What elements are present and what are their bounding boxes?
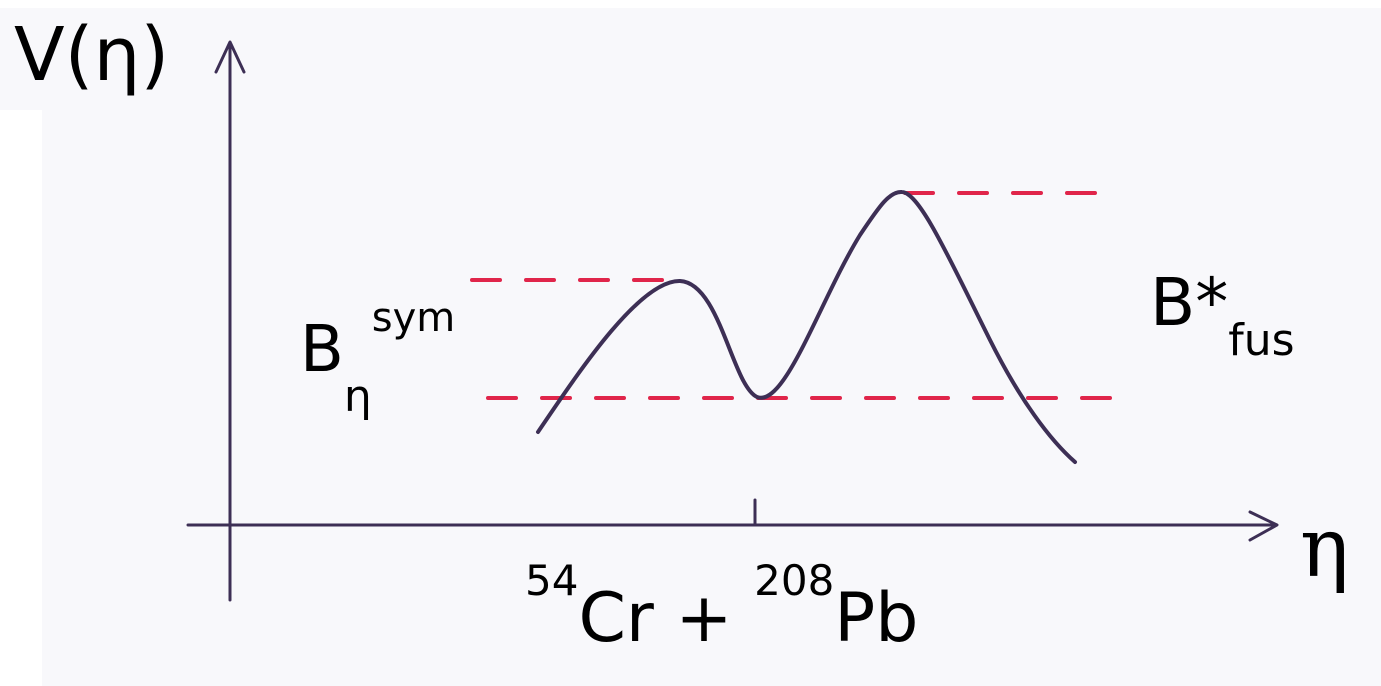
reaction-mass-2: 208 — [754, 556, 835, 606]
axes — [186, 40, 1279, 602]
potential-curve — [536, 190, 1077, 464]
blank-patch-left — [0, 110, 42, 686]
fusion-barrier-base: B* — [1150, 264, 1229, 341]
symmetric-barrier-superscript: sym — [371, 294, 456, 341]
x-axis-arrowhead — [1248, 510, 1279, 542]
reaction-operator: + — [675, 579, 733, 658]
dashed-level-lines — [470, 191, 1122, 400]
x-axis-label-text: η — [1300, 501, 1350, 596]
y-axis-label: V(η) — [14, 18, 169, 92]
symmetric-barrier-label: Bηsym — [300, 298, 455, 419]
x-axis-label: η — [1300, 508, 1349, 590]
y-axis-label-text: V(η) — [14, 12, 170, 98]
symmetric-barrier-base: B — [300, 313, 344, 387]
reaction-mass-1: 54 — [525, 556, 579, 606]
fusion-barrier-subscript: fus — [1228, 315, 1295, 367]
reaction-element-2: Pb — [834, 579, 919, 658]
symmetric-barrier-subscript: η — [343, 370, 372, 422]
reaction-element-1: Cr — [578, 579, 654, 658]
fusion-barrier-label: B*fus — [1150, 270, 1295, 363]
reaction-label: 54Cr + 208Pb — [525, 560, 918, 653]
blank-patch-top — [0, 0, 1381, 8]
y-axis-arrowhead — [214, 40, 246, 74]
